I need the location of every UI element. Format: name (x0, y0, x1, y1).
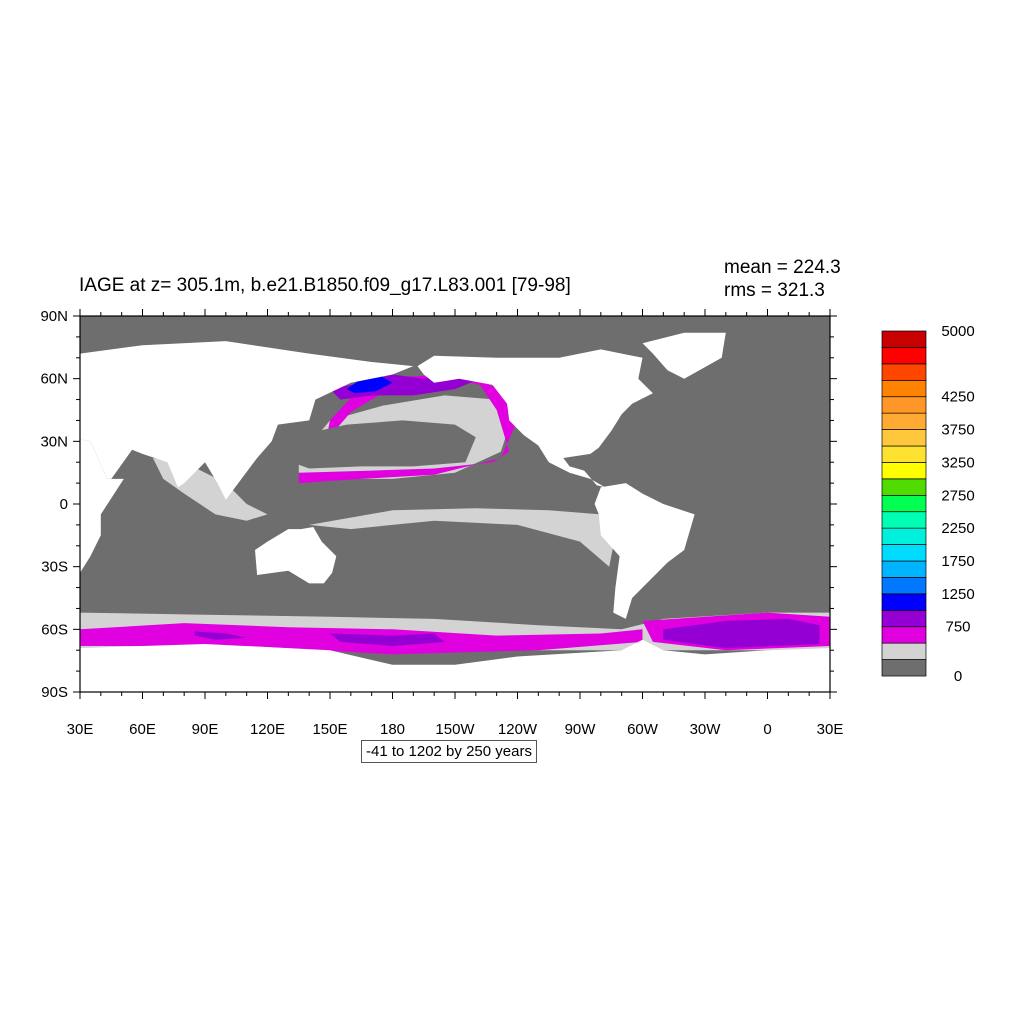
ross-purple (330, 633, 445, 646)
colorbar-label: 750 (945, 619, 970, 636)
colorbar-label: 1750 (941, 553, 974, 570)
lat-tick-label: 60N (40, 371, 68, 388)
lon-tick-label: 30E (817, 721, 844, 738)
lon-tick-label: 90W (565, 721, 597, 738)
contour-range-label: -41 to 1202 by 250 years (361, 740, 537, 763)
lon-tick-label: 150W (435, 721, 475, 738)
lat-tick-label: 30S (41, 559, 68, 576)
colorbar-swatch (881, 511, 927, 529)
land-south-america (594, 483, 695, 619)
colorbar: 0 750 1250 1750 2250 2750 3250 3750 4250 5000 (881, 323, 975, 685)
colorbar-label: 3750 (941, 422, 974, 439)
colorbar-swatch (881, 593, 927, 611)
colorbar-label: 0 (954, 668, 962, 685)
colorbar-label: 2750 (941, 487, 974, 504)
north-pacific-gyre (280, 420, 476, 469)
land-africa (80, 439, 124, 573)
lon-tick-label: 120W (498, 721, 538, 738)
rms-value: rms = 321.3 (724, 280, 825, 301)
lat-tick-label: 30N (40, 433, 68, 450)
colorbar-swatch (881, 577, 927, 595)
land-australia (255, 527, 337, 584)
map-title: IAGE at z= 305.1m, b.e21.B1850.f09_g17.L… (79, 275, 571, 296)
land-eurasia (80, 341, 414, 500)
lat-tick-label: 0 (60, 496, 68, 513)
colorbar-label: 4250 (941, 389, 974, 406)
land-greenland (642, 332, 726, 379)
land-antarctica (80, 639, 830, 692)
land-mask (80, 332, 830, 692)
colorbar-swatch (881, 379, 927, 398)
okhotsk-blue (346, 376, 393, 394)
lon-tick-label: 30W (690, 721, 722, 738)
colorbar-swatch (881, 659, 927, 677)
colorbar-label: 5000 (941, 323, 974, 340)
colorbar-swatch (881, 429, 927, 447)
equatorial-band (309, 508, 614, 567)
lon-tick-label: 180 (380, 721, 405, 738)
colorbar-swatch (881, 478, 927, 496)
lon-tick-label: 150E (312, 721, 347, 738)
colorbar-swatch (881, 396, 927, 414)
statistics-block: mean = 224.3 rms = 321.3 (724, 256, 841, 302)
colorbar-swatch (881, 445, 927, 463)
colorbar-label: 3250 (941, 454, 974, 471)
land-north-america (417, 349, 653, 488)
lon-tick-label: 60W (627, 721, 659, 738)
lon-tick-label: 60E (129, 721, 156, 738)
weddell-purple (663, 618, 820, 649)
colorbar-swatch (881, 544, 927, 562)
lon-tick-label: 120E (250, 721, 285, 738)
colorbar-label: 2250 (941, 520, 974, 537)
colorbar-swatch (881, 609, 927, 628)
colorbar-swatch (881, 412, 927, 430)
colorbar-swatch (881, 363, 927, 381)
colorbar-swatch (881, 462, 927, 480)
colorbar-swatch (881, 494, 927, 513)
lat-tick-label: 60S (41, 621, 68, 638)
indian-purple (194, 631, 247, 640)
lat-tick-label: 90S (41, 684, 68, 701)
colorbar-label: 1250 (941, 586, 974, 603)
lon-tick-label: 90E (192, 721, 219, 738)
axis-ticks: 30E 60E 90E 120E 150E 180 150W 120W 90W 60W 30W 0 30… (40, 308, 843, 738)
colorbar-swatch (881, 347, 927, 365)
colorbar-swatch (881, 330, 927, 348)
north-pacific-magenta (298, 374, 518, 484)
colorbar-swatch (881, 642, 927, 660)
mean-value: mean = 224.3 (724, 257, 841, 278)
lon-tick-label: 30E (67, 721, 94, 738)
colorbar-swatch (881, 527, 927, 545)
colorbar-swatch (881, 560, 927, 578)
lat-tick-label: 90N (40, 308, 68, 325)
lon-tick-label: 0 (763, 721, 771, 738)
colorbar-swatch (881, 626, 927, 644)
